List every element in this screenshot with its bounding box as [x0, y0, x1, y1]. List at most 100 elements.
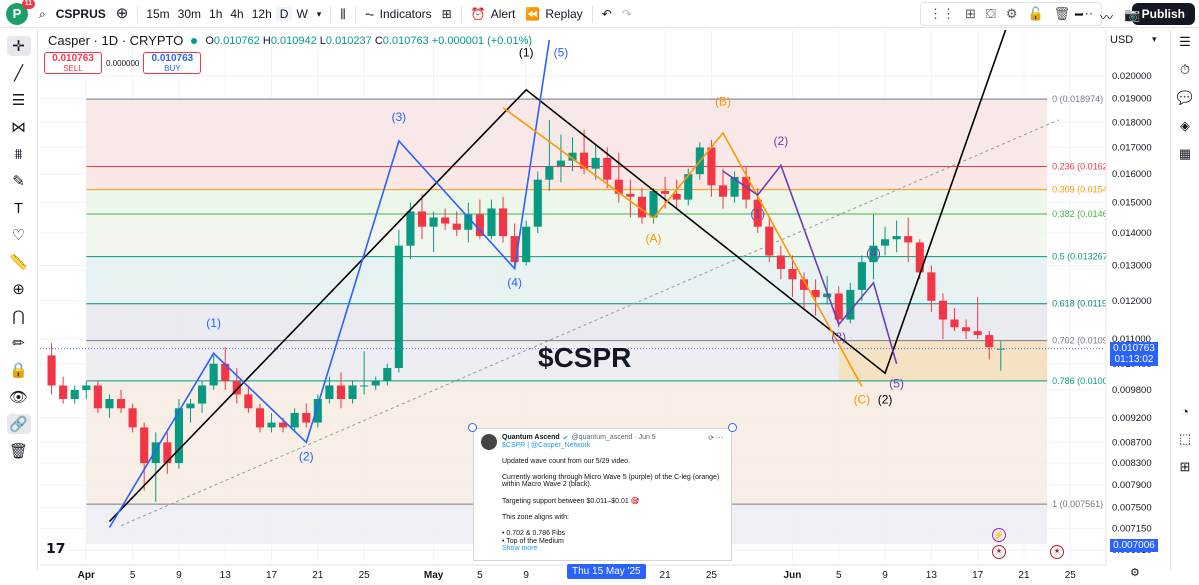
replay-icon[interactable]: ⏪: [525, 6, 541, 21]
tweet-mention-link[interactable]: | @Casper_Network: [527, 442, 591, 449]
candle-body: [82, 385, 91, 390]
scanner-icon[interactable]: ⬚: [1178, 431, 1192, 446]
user-avatar[interactable]: P 11: [6, 0, 35, 25]
lock-icon[interactable]: 🔓: [1027, 6, 1044, 21]
interval-d[interactable]: D: [275, 6, 293, 21]
trend-icon[interactable]: 〰: [1100, 10, 1114, 25]
candle-body: [556, 160, 565, 166]
pattern-icon[interactable]: ⋈: [11, 119, 26, 136]
image-resize-handle[interactable]: [728, 423, 737, 432]
alert-button[interactable]: Alert: [490, 6, 516, 21]
interval-12h[interactable]: 12h: [251, 6, 272, 21]
camera-icon[interactable]: 📷: [1124, 7, 1141, 22]
interval-15m[interactable]: 15m: [146, 6, 170, 21]
drag-handle-icon[interactable]: ⋮⋮: [929, 6, 955, 21]
fib-level-label: 0.382 (0.014614): [1052, 209, 1121, 219]
candle-body: [487, 208, 496, 237]
us-flag-icon[interactable]: ★: [992, 545, 1006, 559]
layers-icon[interactable]: ◈: [1180, 118, 1190, 133]
redo-icon[interactable]: ↷: [621, 6, 632, 21]
forecast-icon[interactable]: ⩩: [14, 145, 23, 163]
sell-button[interactable]: 0.010763 SELL: [44, 52, 102, 74]
trash-icon[interactable]: 🗑: [8, 443, 29, 460]
image-resize-handle[interactable]: [468, 423, 477, 432]
candle-body: [742, 176, 751, 200]
tweet-bullet: • Top of the Medium: [502, 538, 564, 545]
speedometer-icon[interactable]: ◔: [1181, 404, 1189, 419]
trend-line-icon[interactable]: ╱: [13, 65, 24, 82]
chat-icon[interactable]: 💬: [1176, 90, 1194, 105]
eye-icon[interactable]: 👁: [8, 389, 29, 406]
indicators-icon[interactable]: ⏦: [364, 6, 375, 21]
interval-4h[interactable]: 4h: [230, 6, 244, 21]
candle-body: [371, 381, 380, 386]
link-icon[interactable]: 🔗: [6, 414, 31, 434]
plus-circle-icon[interactable]: ⊕: [115, 4, 129, 22]
magnet-icon[interactable]: ⋂: [12, 308, 25, 325]
clock-icon[interactable]: ⏱: [1179, 62, 1191, 77]
publish-button[interactable]: Publish: [1131, 2, 1195, 25]
text-icon[interactable]: T: [13, 199, 24, 217]
close-value: 0.010763: [382, 34, 429, 47]
brush-icon[interactable]: ✎: [12, 173, 25, 190]
lightning-event-icon[interactable]: ⚡: [992, 528, 1006, 542]
currency-selector[interactable]: USD: [1110, 34, 1134, 46]
settings-icon[interactable]: ⚙: [1005, 6, 1018, 21]
crosshair-icon[interactable]: ✛: [6, 36, 31, 56]
interval-1h[interactable]: 1h: [209, 6, 223, 21]
market-status-dot: [191, 37, 198, 44]
wave-label: (5): [889, 377, 904, 391]
tweet-embed[interactable]: ⟳ ⋯ Quantum Ascend ✔ @quantum_ascend · J…: [473, 428, 732, 561]
symbol-search[interactable]: CSPRUS: [55, 6, 106, 21]
tweet-show-more[interactable]: Show more: [502, 545, 538, 552]
interval-w[interactable]: W: [296, 6, 308, 21]
wave-label: (3): [392, 110, 407, 124]
tweet-cashtag[interactable]: $CSPR: [502, 442, 526, 449]
current-price-tag: 0.010763 01:13:02: [1110, 341, 1158, 366]
templates-icon[interactable]: ⊞: [441, 6, 452, 21]
fib-retracement-icon[interactable]: ☰: [11, 92, 26, 109]
close-label: C: [374, 34, 383, 47]
pencil-lock-icon[interactable]: ✏: [12, 335, 25, 352]
calendar-icon[interactable]: ▦: [1178, 146, 1192, 161]
interval-30m[interactable]: 30m: [177, 6, 202, 21]
tradingview-logo[interactable]: 𝟭𝟳: [46, 540, 66, 556]
watchlist-icon[interactable]: ☰: [1179, 34, 1191, 49]
symbol-title[interactable]: Casper · 1D · CRYPTO: [48, 33, 184, 48]
undo-icon[interactable]: ↶: [601, 6, 612, 21]
chevron-down-icon[interactable]: ▾: [316, 8, 322, 19]
tweet-text-line: This zone aligns with:: [502, 514, 569, 521]
high-label: H: [262, 34, 271, 47]
candle-body: [475, 214, 484, 237]
time-tick-label: 5: [477, 570, 483, 581]
tweet-author: Quantum Ascend: [502, 434, 560, 441]
heart-icon[interactable]: ♡: [11, 227, 26, 244]
settings-gear-icon[interactable]: ⚙: [1130, 567, 1140, 579]
replay-button[interactable]: Replay: [545, 6, 583, 21]
more-icon[interactable]: ⋯: [1080, 6, 1094, 21]
close-line-icon[interactable]: ━: [1075, 7, 1083, 22]
alarm-clock-icon[interactable]: ⏰: [470, 6, 486, 21]
dashed-trend-line: [120, 119, 1059, 527]
price-tick-label: 0.007150: [1112, 524, 1152, 535]
wave-label: (4): [866, 246, 881, 260]
tweet-menu-icon[interactable]: ⟳ ⋯: [708, 435, 723, 442]
grid-icon[interactable]: ⊞: [1179, 459, 1191, 474]
paint-bucket-icon[interactable]: ⛋: [985, 6, 996, 21]
ruler-icon[interactable]: 📏: [9, 254, 28, 271]
trash-icon[interactable]: 🗑: [1053, 6, 1071, 21]
buy-button[interactable]: 0.010763 BUY: [143, 52, 202, 74]
time-tick-label: 9: [523, 570, 529, 581]
us-flag-icon[interactable]: ★: [1050, 545, 1064, 559]
candle-body: [962, 327, 971, 332]
zoom-in-icon[interactable]: ⊕: [12, 281, 25, 298]
candle-body: [336, 385, 346, 400]
template-icon[interactable]: ⊞: [965, 6, 976, 21]
search-icon[interactable]: ⌕: [39, 6, 46, 21]
wave-label: (3): [831, 330, 846, 344]
candle-type-icon[interactable]: ⫼: [340, 6, 346, 21]
indicators-button[interactable]: Indicators: [379, 6, 432, 21]
chevron-down-icon[interactable]: ▾: [1152, 34, 1157, 44]
lock-icon[interactable]: 🔒: [9, 362, 28, 379]
